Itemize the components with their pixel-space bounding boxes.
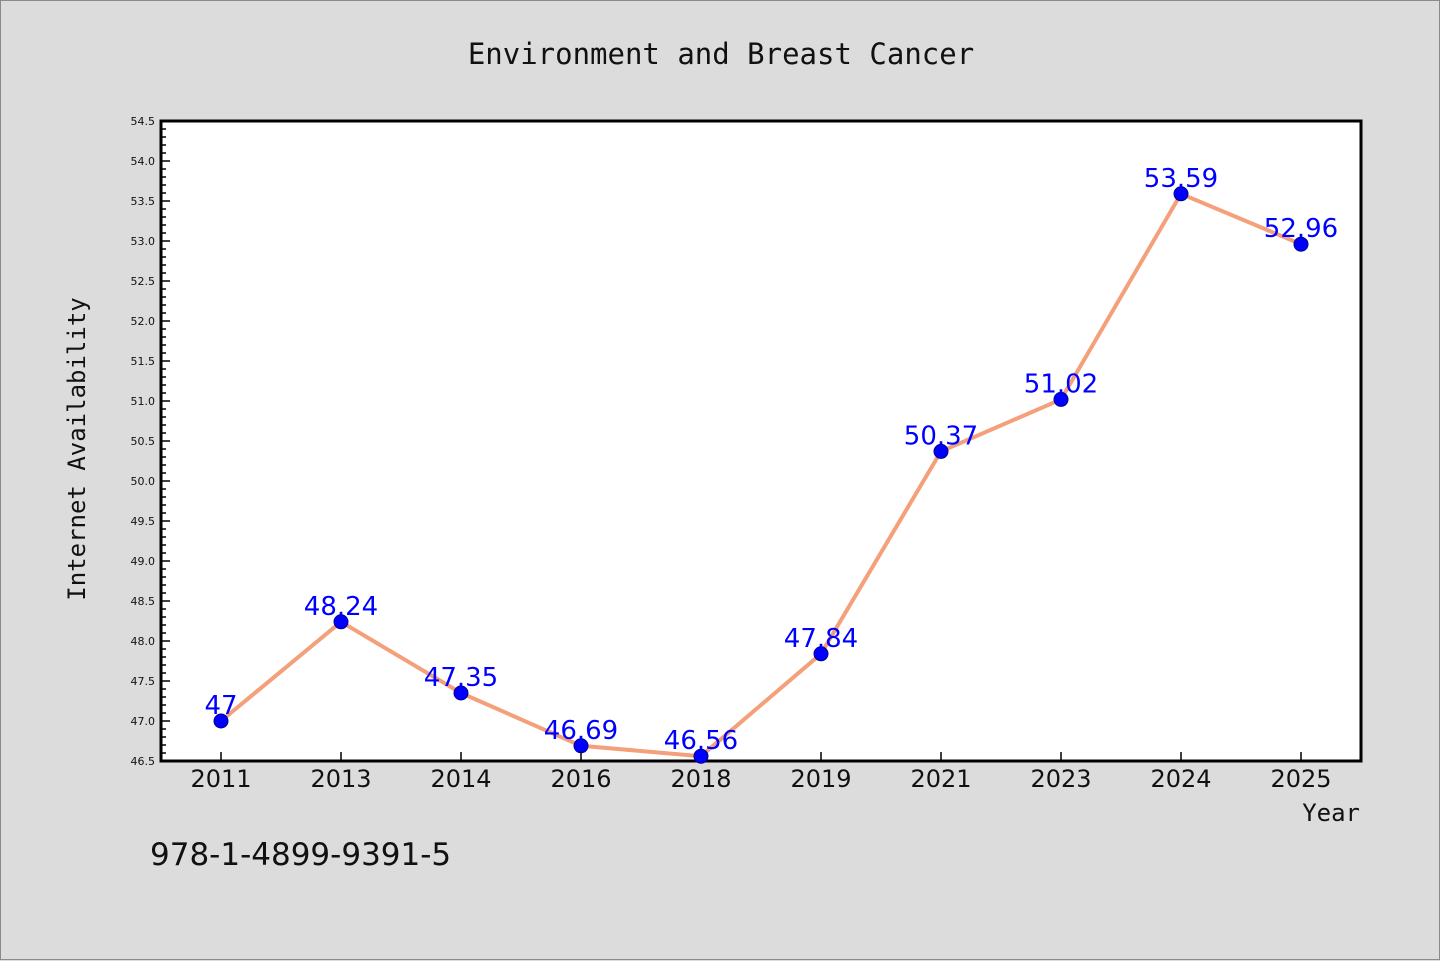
plot-area xyxy=(159,119,1363,763)
y-tick-label: 50.0 xyxy=(131,475,156,488)
data-point xyxy=(693,748,709,764)
data-point xyxy=(1053,391,1069,407)
data-label: 47.84 xyxy=(784,624,858,654)
x-tick-label: 2024 xyxy=(1150,765,1211,793)
y-tick-label: 51.5 xyxy=(131,355,156,368)
data-label: 47.35 xyxy=(424,663,498,693)
data-point xyxy=(573,738,589,754)
data-label: 47 xyxy=(204,691,237,721)
footnote-isbn: 978-1-4899-9391-5 xyxy=(150,837,451,873)
y-tick-label: 48.0 xyxy=(131,635,156,648)
data-point xyxy=(1173,186,1189,202)
x-tick-label: 2014 xyxy=(430,765,491,793)
data-label: 50.37 xyxy=(904,421,978,451)
x-tick-label: 2021 xyxy=(910,765,971,793)
data-label: 52.96 xyxy=(1264,214,1338,244)
data-point xyxy=(1293,236,1309,252)
x-tick-label: 2011 xyxy=(190,765,251,793)
y-tick-label: 50.5 xyxy=(131,435,156,448)
y-tick-label: 47.0 xyxy=(131,715,156,728)
x-tick-label: 2016 xyxy=(550,765,611,793)
data-point xyxy=(213,713,229,729)
y-tick-label: 54.0 xyxy=(131,155,156,168)
x-axis-label: Year xyxy=(1302,799,1360,827)
y-tick-label: 49.0 xyxy=(131,555,156,568)
y-tick-label: 48.5 xyxy=(131,595,156,608)
data-label: 46.56 xyxy=(664,726,738,756)
x-tick-label: 2018 xyxy=(670,765,731,793)
data-point xyxy=(333,614,349,630)
x-tick-label: 2023 xyxy=(1030,765,1091,793)
y-tick-label: 49.5 xyxy=(131,515,156,528)
y-axis: 46.5 47.0 47.5 48.0 48.5 49.0 49.5 50.0 50.5 51.0… xyxy=(131,115,170,768)
y-tick-label: 53.5 xyxy=(131,195,156,208)
data-point xyxy=(453,685,469,701)
x-tick-label: 2019 xyxy=(790,765,851,793)
x-axis: 2011 2013 2014 2016 2018 2019 2021 2023 2024 2025 xyxy=(190,752,1332,793)
y-tick-label: 54.5 xyxy=(131,115,156,128)
x-tick-label: 2025 xyxy=(1270,765,1331,793)
data-point xyxy=(933,443,949,459)
y-axis-label: Internet Availability xyxy=(63,297,91,600)
data-point xyxy=(813,646,829,662)
data-label: 51.02 xyxy=(1024,369,1098,399)
x-tick-label: 2013 xyxy=(310,765,371,793)
data-label: 53.59 xyxy=(1144,164,1218,194)
y-tick-label: 52.0 xyxy=(131,315,156,328)
y-tick-label: 47.5 xyxy=(131,675,156,688)
data-label: 46.69 xyxy=(544,716,618,746)
chart-title: Environment and Breast Cancer xyxy=(468,37,974,71)
y-tick-label: 51.0 xyxy=(131,395,156,408)
data-label: 48.24 xyxy=(304,592,378,622)
y-tick-label: 53.0 xyxy=(131,235,156,248)
series-line xyxy=(219,191,1302,759)
series-markers xyxy=(213,186,1309,764)
y-tick-label: 46.5 xyxy=(131,755,156,768)
data-labels: 47 48.24 47.35 46.69 46.56 47.84 50.37 51.02 53.… xyxy=(204,164,1338,756)
y-tick-label: 52.5 xyxy=(131,275,156,288)
